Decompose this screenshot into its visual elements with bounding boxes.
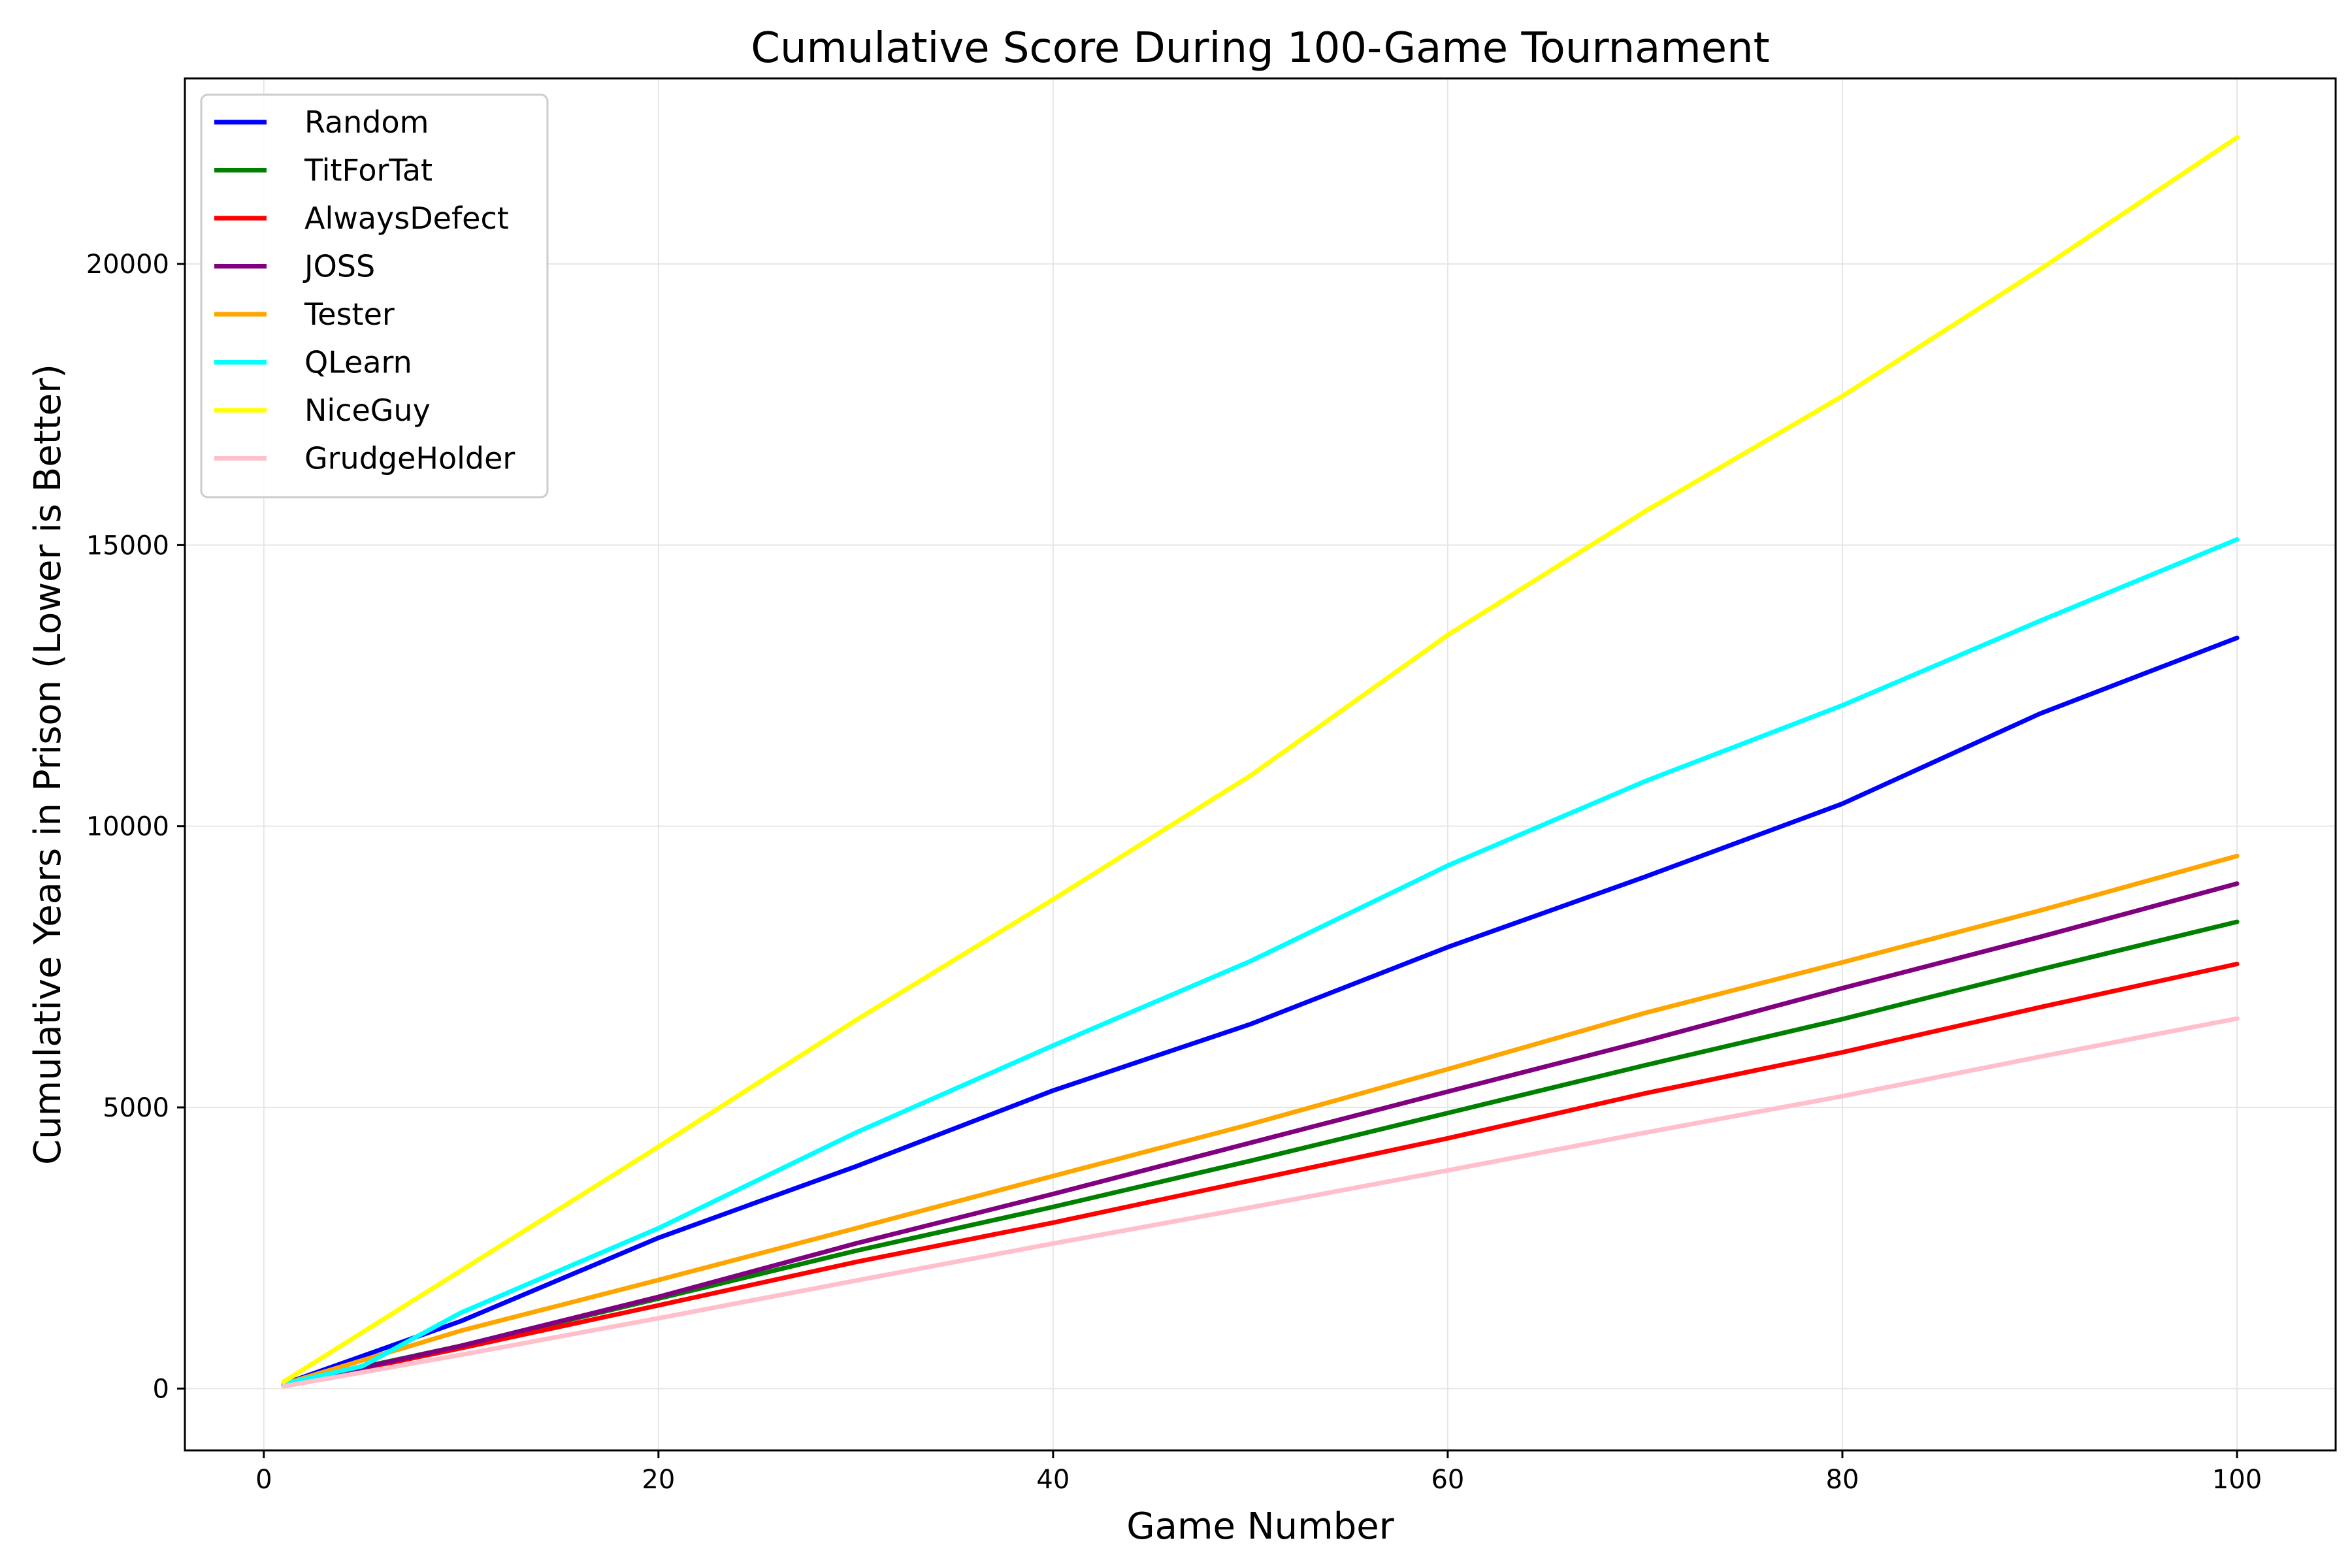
series-line-tester — [281, 853, 2240, 1386]
legend-label: QLearn — [304, 345, 412, 380]
legend-label: Tester — [304, 297, 395, 332]
series-line-random — [281, 635, 2240, 1386]
x-axis-label: Game Number — [1126, 1505, 1394, 1548]
legend-label: NiceGuy — [304, 393, 431, 428]
legend-label: JOSS — [302, 249, 375, 284]
x-tick-label: 80 — [1826, 1465, 1859, 1495]
axis-ticks: 0 20 40 60 80 100 0 5000 10000 15000 20000 — [86, 250, 2262, 1495]
y-tick-label: 20000 — [86, 250, 169, 280]
x-tick-label: 100 — [2212, 1465, 2262, 1495]
legend-box — [200, 93, 549, 498]
legend-label: Random — [304, 105, 429, 140]
y-tick-label: 10000 — [86, 812, 169, 842]
y-tick-label: 0 — [153, 1374, 169, 1404]
x-tick-label: 60 — [1431, 1465, 1464, 1495]
x-tick-label: 40 — [1036, 1465, 1070, 1495]
y-tick-label: 15000 — [86, 531, 169, 561]
y-tick-label: 5000 — [103, 1093, 169, 1123]
grid — [185, 78, 2336, 1450]
legend-label: TitForTat — [304, 153, 433, 188]
series-line-grudgeholder — [281, 1016, 2240, 1389]
x-tick-label: 0 — [255, 1465, 272, 1495]
chart-title: Cumulative Score During 100-Game Tournam… — [751, 24, 1769, 73]
series-line-niceguy — [281, 135, 2240, 1384]
legend-label: AlwaysDefect — [304, 201, 509, 236]
plot-frame — [184, 77, 2337, 1452]
series-line-alwaysdefect — [281, 962, 2240, 1388]
series-line-qlearn — [281, 537, 2240, 1386]
legend-label: GrudgeHolder — [304, 441, 515, 476]
legend: Random TitForTat AlwaysDefect JOSS Tester QLe… — [200, 93, 549, 498]
series-line-joss — [281, 881, 2240, 1388]
series-lines — [281, 135, 2240, 1389]
y-axis-label: Cumulative Years in Prison (Lower is Bet… — [27, 364, 69, 1165]
x-tick-label: 20 — [642, 1465, 675, 1495]
